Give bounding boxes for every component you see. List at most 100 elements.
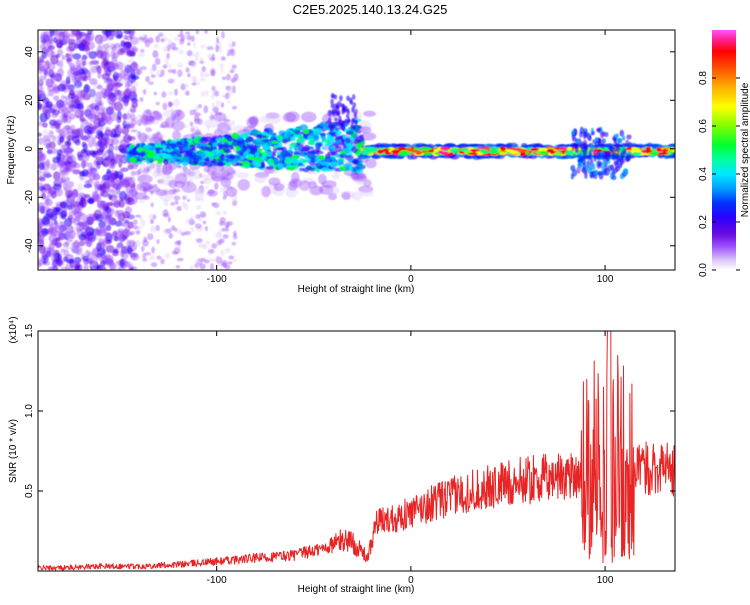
spectrogram-cell	[359, 126, 372, 134]
spectrogram-cell	[287, 180, 298, 191]
spectrogram-cell	[155, 101, 160, 106]
spectrogram-cell	[265, 166, 274, 170]
spectrogram-cell	[246, 136, 254, 142]
spectrogram-cell	[211, 101, 215, 108]
spectrogram-cell	[41, 250, 50, 259]
spectrogram-cell	[167, 38, 172, 44]
spectrogram-cell	[328, 131, 337, 136]
spectrogram-cell	[213, 90, 220, 97]
spectrogram-cell	[140, 66, 147, 71]
spectrogram-cell	[162, 153, 167, 157]
spectrogram-cell	[333, 94, 338, 100]
spectrogram-cell	[190, 226, 195, 233]
spectrogram-cell	[318, 155, 325, 161]
spectrogram-cell	[330, 103, 335, 109]
spectrogram-cell	[212, 142, 218, 148]
spectrogram-cell	[217, 157, 224, 164]
spectrogram-cell	[172, 130, 182, 141]
spectrogram-cell	[198, 158, 203, 166]
spectrogram-cell	[184, 230, 191, 236]
spectrogram-cell	[215, 44, 220, 53]
spectrogram-cell	[586, 154, 592, 161]
spectrogram-cell	[261, 185, 271, 198]
spectrogram-cell	[584, 171, 588, 180]
spectrogram-cell	[132, 225, 139, 230]
spectrogram-cell	[354, 120, 358, 126]
spectrogram-cell	[135, 229, 141, 235]
spectrogram-cell	[130, 252, 140, 261]
spectrogram-cell	[203, 105, 209, 114]
spectrogram-cell	[440, 151, 450, 156]
spectrogram-cell	[427, 149, 435, 153]
spectrogram-cell	[290, 158, 299, 164]
spectrogram-cell	[517, 148, 528, 153]
spectrogram-cell	[147, 233, 154, 241]
spectrogram-cell	[81, 169, 89, 177]
spectrogram-cell	[156, 238, 160, 245]
spectrogram-cell	[211, 202, 216, 207]
spectrogram-cell	[342, 106, 346, 113]
spectrogram-cell	[86, 70, 92, 75]
spectrogram-cell	[591, 163, 596, 170]
spectrogram-cell	[72, 53, 82, 60]
spectrogram-cell	[45, 195, 50, 205]
spectrogram-cell	[64, 186, 73, 194]
spectrogram-cell	[236, 162, 243, 166]
spectrogram-cell	[215, 169, 228, 177]
spectrogram-cell	[599, 153, 605, 159]
spectrogram-cell	[103, 52, 111, 59]
spectrogram-cell	[231, 141, 241, 147]
spectrogram-cell	[183, 83, 189, 88]
spectrogram-cell	[330, 92, 335, 99]
spectrogram-cell	[59, 201, 69, 209]
spectrogram-cell	[59, 59, 64, 69]
spectrogram-cell	[351, 146, 358, 154]
spectrogram-cell	[119, 148, 129, 154]
spectrogram-cell	[66, 127, 74, 134]
spectrogram-cell	[211, 243, 218, 249]
spectrogram-cell	[593, 153, 597, 162]
spectrogram-cell	[139, 198, 145, 204]
spectrogram-cell	[304, 151, 310, 156]
spectrogram-cell	[335, 136, 344, 140]
spectrogram-cell	[173, 195, 181, 201]
spectrogram-cell	[179, 30, 184, 35]
spectrogram-cell	[79, 117, 86, 122]
spectrogram-cell	[155, 142, 162, 148]
spectrogram-cell	[42, 170, 51, 177]
spectrogram-cell	[172, 154, 179, 160]
spectrogram-cell	[232, 198, 238, 204]
spectrogram-cell	[155, 35, 161, 43]
spectrogram-cell	[123, 42, 132, 48]
spectrogram-cell	[79, 39, 87, 45]
spectrogram-x-tick-label: 0	[408, 274, 414, 285]
spectrogram-cell	[130, 170, 137, 177]
spectrogram-cell	[203, 177, 213, 185]
spectrogram-cell	[605, 156, 610, 163]
spectrogram-cell	[564, 151, 574, 155]
spectrogram-cell	[76, 102, 84, 110]
spectrogram-cell	[611, 175, 617, 181]
spectrogram-cell	[199, 263, 206, 270]
spectrogram-cell	[607, 151, 612, 158]
spectrogram-cell	[324, 153, 331, 159]
spectrogram-cell	[231, 64, 237, 70]
spectrogram-cell	[305, 165, 312, 171]
spectrogram-cell	[46, 133, 54, 140]
spectrogram-cell	[118, 199, 125, 208]
spectrogram-cell	[308, 150, 316, 155]
snr-y-tick-label: 1.5	[24, 324, 35, 338]
spectrogram-cell	[87, 196, 95, 205]
spectrogram-cell	[132, 219, 138, 225]
spectrogram-cell	[211, 91, 215, 100]
spectrogram-cell	[194, 223, 202, 229]
spectrogram-cell	[206, 46, 214, 51]
spectrogram-cell	[630, 148, 642, 152]
spectrogram-cell	[335, 139, 341, 144]
spectrogram-cell	[225, 85, 232, 91]
spectrogram-cell	[109, 111, 117, 122]
spectrogram-cell	[209, 114, 214, 121]
colorbar-tick-label: 0.0	[698, 263, 709, 277]
spectrogram-cell	[200, 70, 204, 78]
spectrogram-x-tick-label: -100	[207, 274, 227, 285]
